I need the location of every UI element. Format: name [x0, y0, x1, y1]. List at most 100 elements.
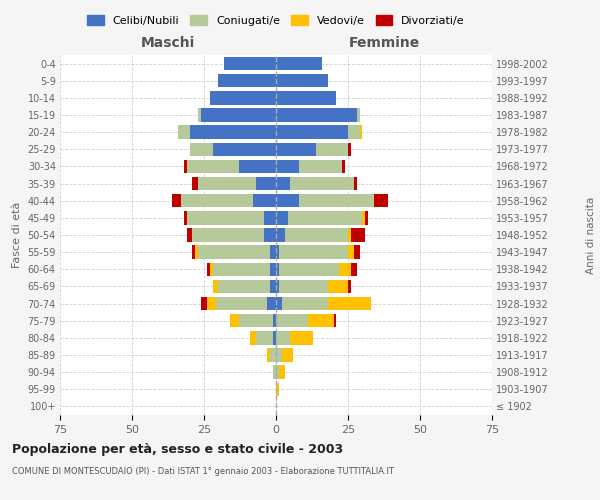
- Bar: [265, 211, 276, 224]
- Bar: [282, 297, 328, 310]
- Bar: [276, 91, 337, 104]
- Bar: [270, 246, 276, 259]
- Bar: [356, 108, 359, 122]
- Bar: [334, 314, 337, 328]
- Bar: [210, 91, 276, 104]
- Bar: [276, 211, 287, 224]
- Bar: [359, 126, 362, 139]
- Bar: [224, 57, 276, 70]
- Bar: [276, 280, 279, 293]
- Bar: [351, 228, 365, 241]
- Bar: [374, 194, 388, 207]
- Bar: [276, 366, 279, 379]
- Bar: [239, 314, 273, 328]
- Bar: [239, 160, 276, 173]
- Bar: [184, 160, 187, 173]
- Bar: [276, 314, 308, 328]
- Text: COMUNE DI MONTESCUDAIO (PI) - Dati ISTAT 1° gennaio 2003 - Elaborazione TUTTITAL: COMUNE DI MONTESCUDAIO (PI) - Dati ISTAT…: [12, 468, 394, 476]
- Bar: [276, 382, 279, 396]
- Bar: [348, 246, 354, 259]
- Bar: [218, 74, 276, 88]
- Bar: [273, 314, 276, 328]
- Bar: [193, 246, 196, 259]
- Bar: [196, 246, 198, 259]
- Bar: [268, 297, 276, 310]
- Text: Anni di nascita: Anni di nascita: [586, 196, 596, 274]
- Bar: [328, 297, 371, 310]
- Bar: [290, 177, 354, 190]
- Bar: [284, 228, 348, 241]
- Bar: [212, 262, 270, 276]
- Bar: [276, 297, 282, 310]
- Bar: [282, 348, 293, 362]
- Bar: [178, 126, 190, 139]
- Bar: [270, 280, 276, 293]
- Bar: [193, 177, 198, 190]
- Bar: [276, 194, 299, 207]
- Bar: [279, 262, 340, 276]
- Bar: [172, 194, 181, 207]
- Bar: [351, 262, 356, 276]
- Bar: [268, 348, 270, 362]
- Bar: [279, 246, 348, 259]
- Bar: [308, 314, 334, 328]
- Bar: [273, 366, 276, 379]
- Bar: [270, 348, 276, 362]
- Y-axis label: Fasce di età: Fasce di età: [12, 202, 22, 268]
- Bar: [290, 331, 313, 344]
- Bar: [299, 194, 374, 207]
- Legend: Celibi/Nubili, Coniugati/e, Vedovi/e, Divorziati/e: Celibi/Nubili, Coniugati/e, Vedovi/e, Di…: [83, 10, 469, 30]
- Bar: [265, 228, 276, 241]
- Bar: [256, 177, 276, 190]
- Bar: [365, 211, 368, 224]
- Bar: [198, 177, 256, 190]
- Bar: [230, 314, 239, 328]
- Bar: [276, 57, 322, 70]
- Bar: [276, 331, 290, 344]
- Bar: [328, 280, 348, 293]
- Bar: [187, 211, 265, 224]
- Bar: [212, 142, 276, 156]
- Bar: [276, 108, 356, 122]
- Bar: [193, 228, 265, 241]
- Bar: [212, 280, 218, 293]
- Bar: [348, 126, 359, 139]
- Bar: [190, 126, 276, 139]
- Bar: [207, 262, 210, 276]
- Bar: [210, 262, 212, 276]
- Bar: [276, 160, 299, 173]
- Bar: [253, 194, 276, 207]
- Bar: [190, 142, 212, 156]
- Bar: [276, 348, 282, 362]
- Bar: [348, 280, 351, 293]
- Bar: [198, 246, 270, 259]
- Bar: [348, 228, 351, 241]
- Bar: [270, 262, 276, 276]
- Bar: [218, 280, 270, 293]
- Bar: [250, 331, 256, 344]
- Bar: [362, 211, 365, 224]
- Bar: [354, 246, 359, 259]
- Bar: [279, 366, 284, 379]
- Bar: [299, 160, 342, 173]
- Bar: [276, 142, 316, 156]
- Bar: [187, 160, 239, 173]
- Bar: [201, 297, 207, 310]
- Bar: [187, 228, 193, 241]
- Bar: [181, 194, 253, 207]
- Bar: [279, 280, 328, 293]
- Bar: [354, 177, 356, 190]
- Bar: [276, 126, 348, 139]
- Text: Femmine: Femmine: [349, 36, 419, 50]
- Bar: [316, 142, 348, 156]
- Bar: [215, 297, 268, 310]
- Text: Maschi: Maschi: [141, 36, 195, 50]
- Bar: [201, 108, 276, 122]
- Text: Popolazione per età, sesso e stato civile - 2003: Popolazione per età, sesso e stato civil…: [12, 442, 343, 456]
- Bar: [276, 74, 328, 88]
- Bar: [207, 297, 215, 310]
- Bar: [276, 246, 279, 259]
- Bar: [342, 160, 345, 173]
- Bar: [276, 228, 284, 241]
- Bar: [348, 142, 351, 156]
